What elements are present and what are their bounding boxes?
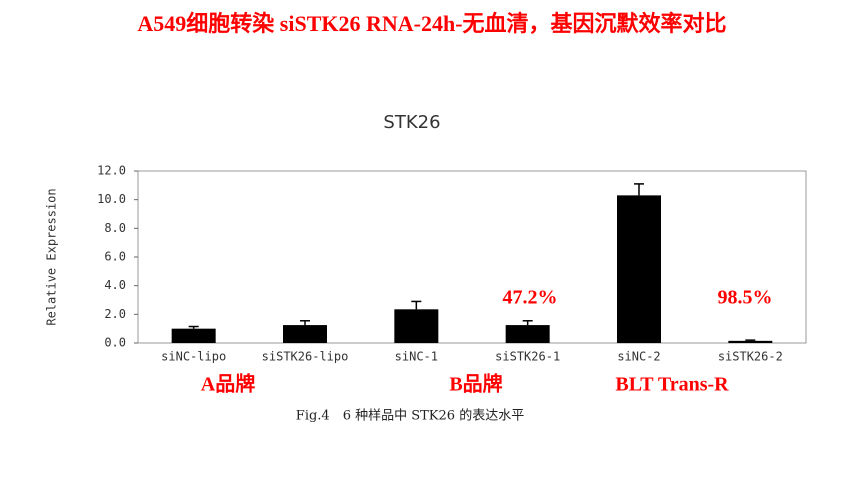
page-header: A549细胞转染 siSTK26 RNA-24h-无血清，基因沉默效率对比: [137, 11, 726, 36]
y-tick-label: 2.0: [104, 307, 126, 321]
bar: [394, 309, 439, 343]
bar: [171, 328, 216, 343]
bar: [728, 340, 773, 343]
x-tick-label: siNC-lipo: [161, 350, 226, 364]
annotation: 47.2%: [503, 287, 558, 309]
group-label: A品牌: [201, 372, 255, 396]
bar: [617, 195, 661, 343]
x-tick-label: siSTK26-lipo: [262, 350, 349, 364]
bar: [283, 325, 327, 343]
y-tick-label: 6.0: [104, 250, 126, 264]
x-tick-label: siNC-1: [395, 350, 438, 364]
y-tick-label: 0.0: [104, 336, 126, 350]
group-label: BLT Trans-R: [615, 374, 729, 396]
group-label: B品牌: [449, 372, 502, 396]
chart-title: STK26: [383, 112, 440, 133]
x-tick-label: siNC-2: [617, 350, 660, 364]
annotation: 98.5%: [718, 287, 773, 309]
x-tick-label: siSTK26-2: [718, 350, 783, 364]
y-tick-label: 10.0: [97, 192, 126, 206]
y-tick-label: 8.0: [104, 221, 126, 235]
plot-frame: [137, 170, 807, 344]
y-tick-label: 4.0: [104, 278, 126, 292]
bar: [505, 325, 550, 343]
y-tick-label: 12.0: [97, 164, 126, 178]
y-axis-label: Relative Expression: [45, 188, 59, 325]
caption: Fig.4 6 种样品中 STK26 的表达水平: [296, 408, 524, 424]
x-tick-label: siSTK26-1: [495, 350, 560, 364]
